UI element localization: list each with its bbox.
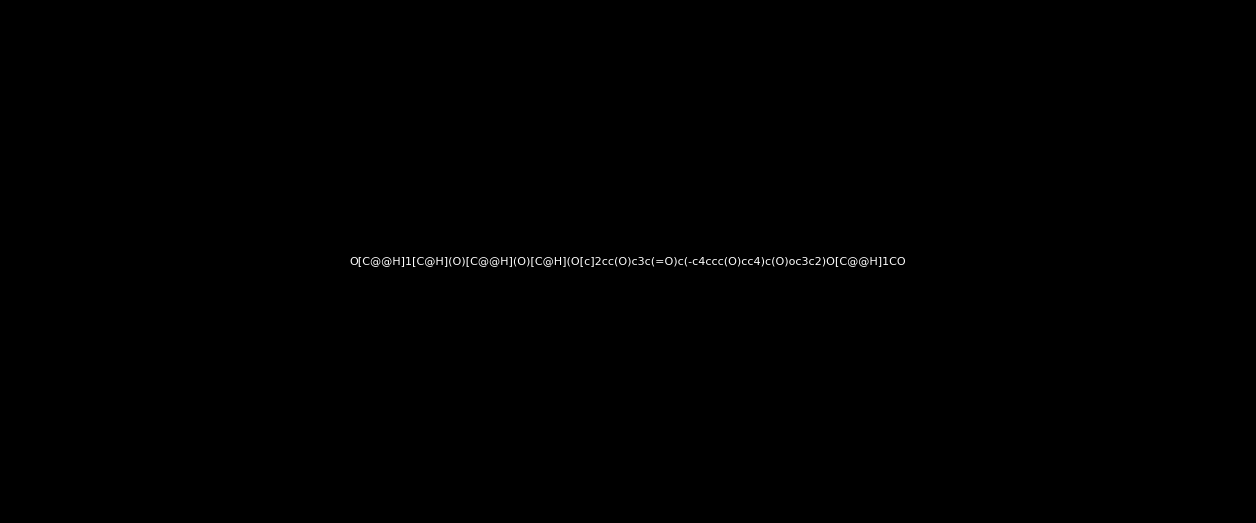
Text: O[C@@H]1[C@H](O)[C@@H](O)[C@H](O[c]2cc(O)c3c(=O)c(-c4ccc(O)cc4)c(O)oc3c2)O[C@@H]: O[C@@H]1[C@H](O)[C@@H](O)[C@H](O[c]2cc(O… — [349, 256, 907, 267]
